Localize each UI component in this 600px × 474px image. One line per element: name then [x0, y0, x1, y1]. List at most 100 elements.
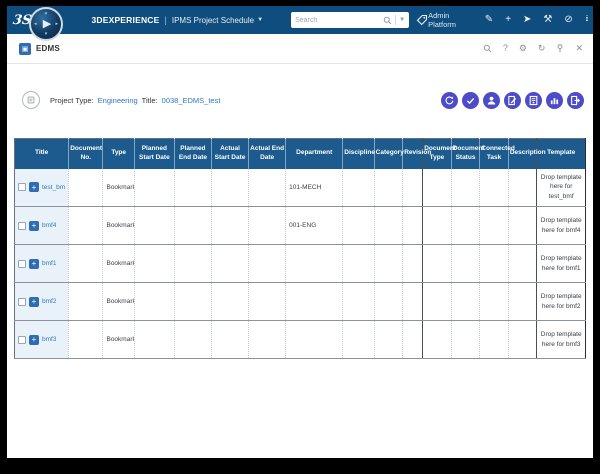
column-header-connected-task[interactable]: Connected Task: [479, 138, 515, 169]
panel-search-icon[interactable]: [483, 44, 492, 53]
tools-icon[interactable]: ⚒: [543, 14, 553, 25]
top-bar: 3S ✶ ◂ ▸ ▾ ▶ 3DEXPERIENCE | IPMS Project…: [7, 6, 593, 41]
panel-help-icon[interactable]: ?: [502, 43, 508, 53]
column-header-revision[interactable]: Revision: [402, 138, 431, 169]
document-title-link[interactable]: test_bmf: [42, 183, 66, 191]
3dexperience-compass-icon[interactable]: ✶ ◂ ▸ ▾ ▶: [29, 7, 63, 41]
cell-document-type: [422, 244, 452, 283]
cell-document-type: [422, 282, 452, 321]
column-header-document-status[interactable]: Document Status: [450, 138, 485, 169]
column-header-document-type[interactable]: Document Type: [422, 138, 456, 169]
column-header-planned-start-date[interactable]: Planned Start Date: [133, 138, 175, 169]
cell-actual-end-date: [248, 320, 286, 359]
cell-discipline: [342, 282, 375, 321]
edms-table: Title Document No. Type Planned Start Date P…: [14, 138, 586, 359]
cell-document-no: [68, 168, 103, 207]
cell-template[interactable]: Drop template here for test_bmf: [536, 168, 586, 207]
cell-document-status: [450, 244, 480, 283]
cell-type: Bookmark: [102, 320, 135, 359]
cell-category: [373, 282, 403, 321]
column-header-type[interactable]: Type: [102, 138, 135, 169]
table-header-row: Title Document No. Type Planned Start Date P…: [14, 138, 586, 169]
column-header-description[interactable]: Description: [507, 138, 546, 169]
user-platform-label[interactable]: Admin Platform: [428, 11, 456, 29]
column-header-actual-start-date[interactable]: Actual Start Date: [210, 138, 249, 169]
validate-button[interactable]: [462, 91, 479, 109]
expand-row-button[interactable]: +: [29, 182, 39, 193]
project-title-link[interactable]: 0038_EDMS_test: [161, 95, 221, 105]
search-area: ▼: [291, 12, 428, 28]
cell-template[interactable]: Drop template here for bmf4: [536, 206, 586, 245]
row-checkbox[interactable]: [18, 183, 26, 192]
document-title-link[interactable]: bmf4: [42, 222, 57, 229]
cell-department: [285, 244, 343, 283]
column-header-discipline[interactable]: Discipline: [342, 138, 375, 169]
project-info-text: Project Type: Engineering Title: 0038_ED…: [50, 96, 220, 105]
search-input[interactable]: [295, 16, 384, 24]
panel-close-icon[interactable]: ✕: [575, 43, 583, 53]
tab-edms-label: EDMS: [36, 44, 60, 53]
share-icon[interactable]: ➤: [523, 14, 532, 25]
column-header-document-no-[interactable]: Document No.: [68, 138, 103, 169]
globe-icon[interactable]: ⊘: [564, 14, 573, 25]
cell-title: + bmf4: [14, 206, 69, 245]
search-options-chevron-icon[interactable]: ▼: [399, 17, 406, 23]
panel-pin-icon[interactable]: [556, 44, 564, 53]
cell-discipline: [342, 244, 375, 283]
row-checkbox[interactable]: [18, 259, 26, 268]
cell-planned-start-date: [133, 168, 175, 207]
expand-row-button[interactable]: +: [29, 334, 39, 345]
apps-grid-icon[interactable]: ⠿: [584, 15, 589, 25]
tag-icon[interactable]: [416, 14, 428, 26]
cell-revision: [402, 168, 423, 207]
column-header-template[interactable]: Template: [536, 138, 586, 169]
cell-revision: [402, 206, 423, 245]
brand-area: 3DEXPERIENCE | IPMS Project Schedule ▼: [91, 15, 263, 25]
statistics-button[interactable]: [546, 91, 563, 109]
expand-row-button[interactable]: +: [29, 220, 39, 231]
edit-document-button[interactable]: [504, 91, 521, 109]
column-header-planned-end-date[interactable]: Planned End Date: [173, 138, 212, 169]
app-menu[interactable]: IPMS Project Schedule ▼: [172, 16, 263, 25]
tab-edms[interactable]: ▣ EDMS: [19, 42, 60, 55]
cell-title: + bmf1: [14, 244, 69, 283]
edit-document-icon: [508, 95, 517, 105]
document-button[interactable]: [525, 91, 542, 109]
column-header-actual-end-date[interactable]: Actual End Date: [248, 138, 286, 169]
document-title-link[interactable]: bmf1: [42, 260, 57, 267]
row-checkbox[interactable]: [18, 335, 26, 344]
cell-document-no: [68, 282, 103, 321]
user-button[interactable]: [483, 91, 500, 109]
cell-title: + bmf2: [14, 282, 69, 321]
column-header-department[interactable]: Department: [285, 138, 343, 169]
column-header-title[interactable]: Title: [14, 138, 69, 169]
user-icon: [487, 96, 496, 105]
search-icon[interactable]: [383, 16, 392, 25]
cell-connected-task: [479, 282, 509, 321]
cell-department: [285, 320, 343, 359]
document-title-link[interactable]: bmf2: [42, 298, 57, 305]
cell-title: + test_bmf: [14, 168, 69, 207]
cell-actual-end-date: [248, 244, 286, 283]
export-button[interactable]: [567, 91, 584, 109]
expand-row-button[interactable]: +: [29, 258, 39, 269]
pen-icon[interactable]: ✎: [484, 14, 494, 25]
panel-refresh-icon[interactable]: ↻: [537, 43, 546, 53]
panel-settings-icon[interactable]: ⚙: [518, 43, 527, 53]
project-type-link[interactable]: Engineering: [97, 95, 138, 105]
column-header-category[interactable]: Category: [373, 138, 404, 169]
cell-connected-task: [479, 206, 509, 245]
add-icon[interactable]: +: [505, 14, 512, 25]
cell-template[interactable]: Drop template here for bmf1: [536, 244, 586, 283]
cell-template[interactable]: Drop template here for bmf3: [536, 320, 586, 359]
expand-row-button[interactable]: +: [29, 296, 39, 307]
reload-button[interactable]: [441, 91, 458, 109]
compass-north: ✶: [43, 11, 49, 17]
document-title-link[interactable]: bmf3: [42, 336, 57, 343]
row-checkbox[interactable]: [18, 221, 26, 230]
cell-actual-start-date: [210, 282, 249, 321]
cell-template[interactable]: Drop template here for bmf2: [536, 282, 586, 321]
cell-planned-start-date: [133, 206, 175, 245]
cell-type: Bookmark: [102, 206, 135, 245]
row-checkbox[interactable]: [18, 297, 26, 306]
